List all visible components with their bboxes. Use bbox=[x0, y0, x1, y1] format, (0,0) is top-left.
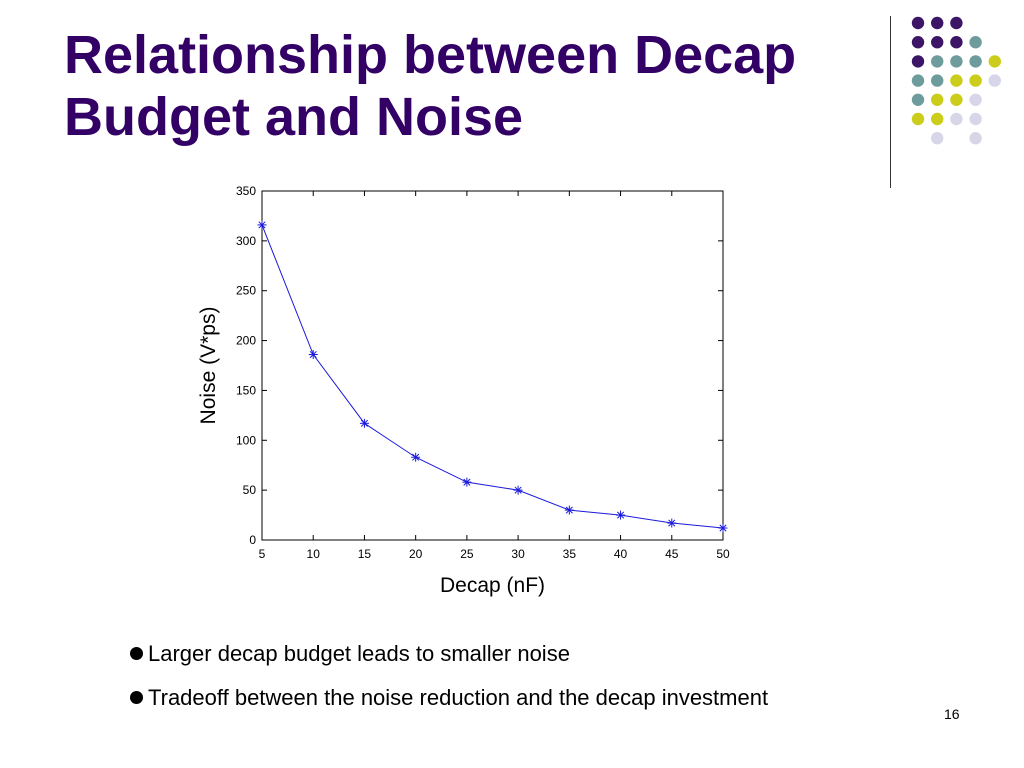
data-point-marker bbox=[308, 350, 318, 360]
title-divider bbox=[890, 16, 891, 188]
plot-frame bbox=[261, 190, 724, 541]
y-tick-label: 150 bbox=[236, 383, 256, 397]
bullet-text: Larger decap budget leads to smaller noi… bbox=[148, 641, 570, 666]
x-tick-label: 45 bbox=[665, 547, 679, 561]
noise-vs-decap-chart: 5 10 15 20 25 30 35 40 45 50 0 50 100 150 200 250 300 350… bbox=[197, 184, 730, 597]
bullet-item: Tradeoff between the noise reduction and… bbox=[130, 682, 768, 713]
data-point-marker bbox=[513, 485, 523, 495]
y-tick-label: 0 bbox=[249, 533, 256, 547]
data-point-marker bbox=[667, 518, 677, 528]
y-tick-label: 200 bbox=[236, 334, 256, 348]
x-tick-label: 20 bbox=[409, 547, 423, 561]
y-tick-label: 100 bbox=[236, 433, 256, 447]
y-axis-title: Noise (V*ps) bbox=[197, 307, 220, 425]
data-point-marker bbox=[616, 510, 626, 520]
x-tick-label: 10 bbox=[307, 547, 321, 561]
y-tick-label: 300 bbox=[236, 234, 256, 248]
y-tick-label: 50 bbox=[243, 483, 257, 497]
page-number: 16 bbox=[944, 706, 960, 722]
data-point-marker bbox=[411, 452, 421, 462]
bullet-dot-icon bbox=[130, 647, 143, 660]
x-tick-label: 15 bbox=[358, 547, 372, 561]
x-tick-label: 5 bbox=[259, 547, 266, 561]
x-axis-title: Decap (nF) bbox=[440, 574, 545, 597]
x-tick-label: 30 bbox=[511, 547, 525, 561]
data-point-marker bbox=[359, 418, 369, 428]
slide-title: Relationship between Decap Budget and No… bbox=[64, 25, 797, 147]
bullet-text: Tradeoff between the noise reduction and… bbox=[148, 685, 769, 710]
y-tick-label: 250 bbox=[236, 284, 256, 298]
x-tick-label: 40 bbox=[614, 547, 628, 561]
bullet-list: Larger decap budget leads to smaller noi… bbox=[130, 638, 768, 726]
x-tick-label: 35 bbox=[563, 547, 577, 561]
data-point-marker bbox=[462, 477, 472, 487]
bullet-item: Larger decap budget leads to smaller noi… bbox=[130, 638, 768, 669]
data-point-marker bbox=[718, 523, 728, 533]
x-tick-label: 50 bbox=[716, 547, 730, 561]
data-point-marker bbox=[564, 505, 574, 515]
y-tick-label: 350 bbox=[236, 184, 256, 198]
x-tick-label: 25 bbox=[460, 547, 474, 561]
bullet-dot-icon bbox=[130, 691, 143, 704]
data-point-marker bbox=[257, 220, 267, 230]
series-line bbox=[261, 224, 724, 529]
